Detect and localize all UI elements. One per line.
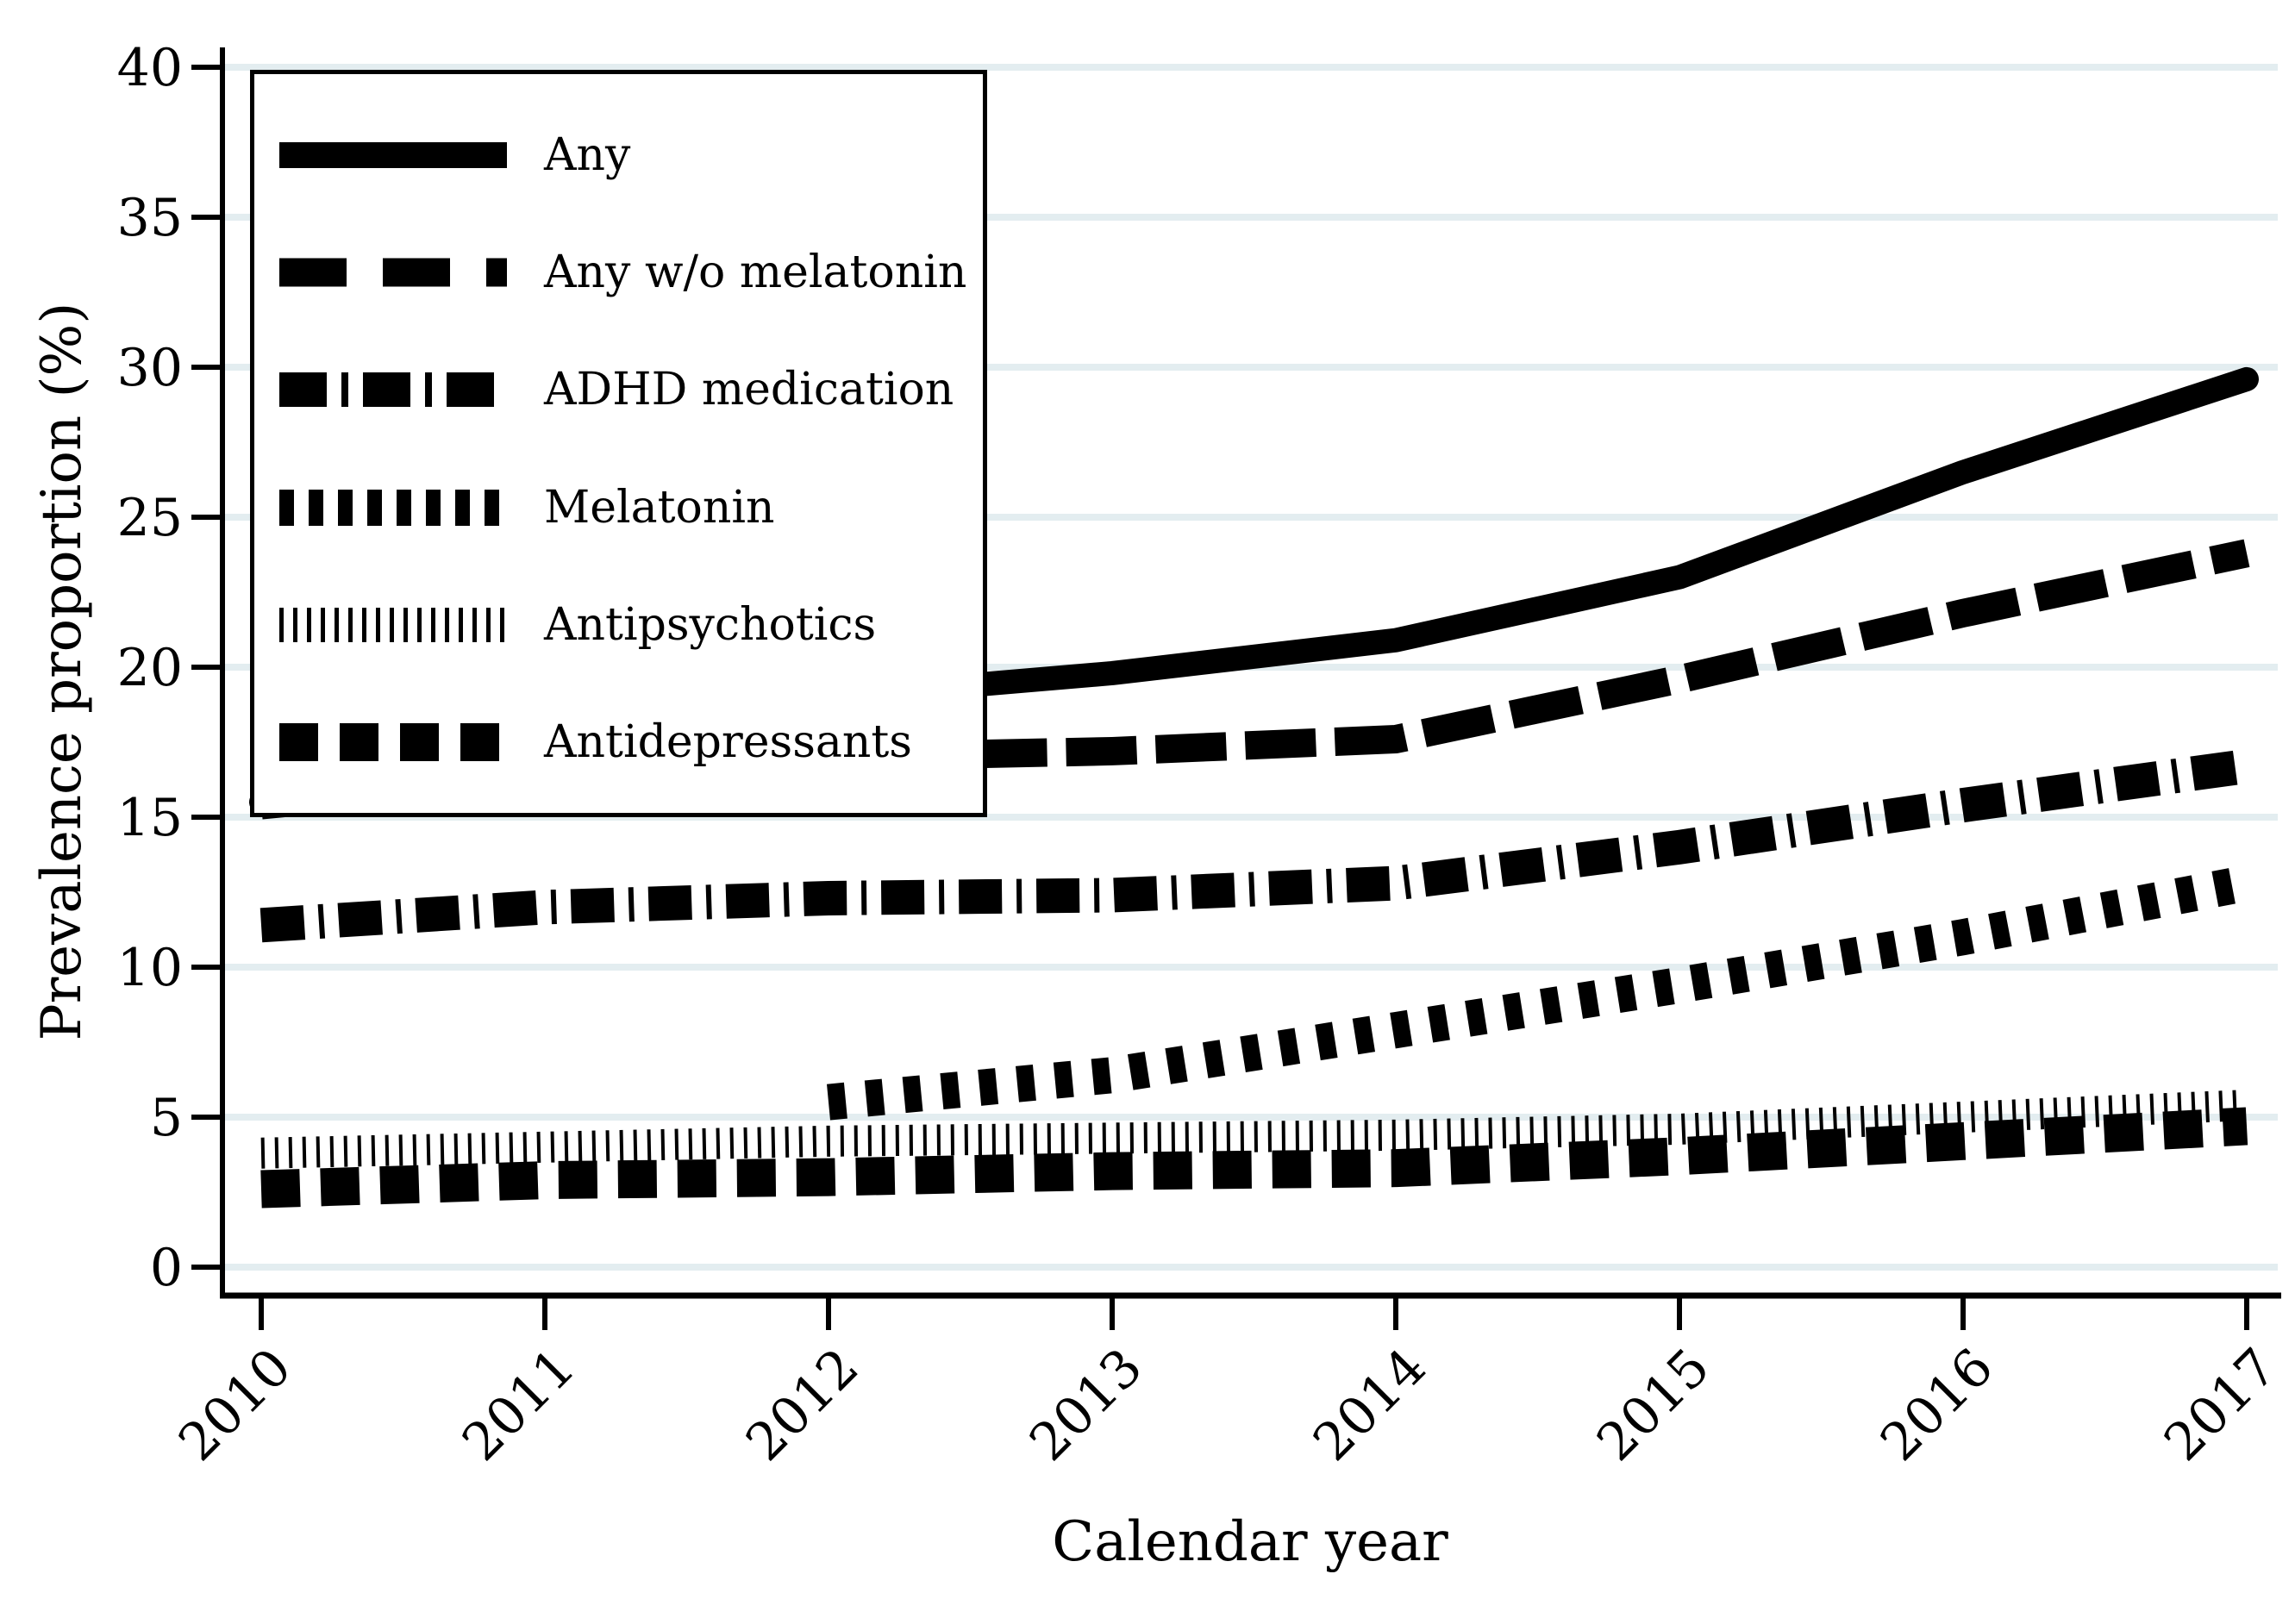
- y-axis-tick-label: 40: [117, 38, 183, 98]
- y-axis-tick-label: 25: [117, 488, 183, 548]
- legend-short-dash-line-icon: [279, 722, 507, 761]
- y-axis-tick-label: 20: [117, 638, 183, 698]
- y-axis-tick-label: 15: [117, 788, 183, 848]
- legend-label: Any w/o melatonin: [544, 247, 967, 299]
- x-axis-tick-label: 2014: [1302, 1337, 1437, 1472]
- y-axis-tick-label: 5: [150, 1088, 183, 1148]
- x-axis-tick-label: 2011: [451, 1337, 586, 1472]
- legend: Any Any w/o melatonin ADHD medication Me…: [250, 70, 987, 817]
- legend-item: Antipsychotics: [277, 573, 974, 677]
- legend-thin-tick-line-icon: [279, 607, 507, 642]
- legend-dash-dot-line-icon: [279, 372, 507, 408]
- legend-item: Any w/o melatonin: [277, 221, 974, 324]
- legend-label: Antipsychotics: [544, 598, 877, 651]
- y-axis-tick-label: 10: [117, 938, 183, 998]
- x-axis-tick-label: 2012: [735, 1337, 870, 1472]
- x-axis-title: Calendar year: [1052, 1510, 1448, 1574]
- legend-solid-line-icon: [279, 142, 507, 169]
- legend-long-dash-line-icon: [279, 258, 507, 287]
- series-line-adhd-medication: [260, 749, 2249, 943]
- x-axis-tick-label: 2013: [1018, 1337, 1154, 1472]
- legend-label: Antidepressants: [544, 715, 912, 768]
- legend-square-dot-line-icon: [279, 489, 507, 526]
- x-axis-tick-label: 2010: [167, 1337, 303, 1472]
- legend-item: Melatonin: [277, 456, 974, 559]
- y-axis-title: Prevalence proportion (%): [30, 302, 94, 1041]
- legend-item: ADHD medication: [277, 338, 974, 441]
- y-axis-tick-label: 0: [150, 1238, 183, 1298]
- series-line-antidepressants: [260, 1107, 2248, 1209]
- x-axis-tick-label: 2015: [1585, 1337, 1721, 1472]
- y-axis-tick-label: 35: [117, 188, 183, 248]
- legend-label: ADHD medication: [544, 364, 954, 416]
- legend-label: Melatonin: [544, 481, 775, 534]
- x-axis-tick-label: 2017: [2153, 1337, 2288, 1472]
- y-axis-tick-label: 30: [117, 338, 183, 398]
- legend-label: Any: [544, 129, 631, 182]
- legend-item: Antidepressants: [277, 690, 974, 794]
- legend-item: Any: [277, 103, 974, 207]
- series-line-melatonin: [827, 865, 2250, 1121]
- x-axis-tick-label: 2016: [1869, 1337, 2004, 1472]
